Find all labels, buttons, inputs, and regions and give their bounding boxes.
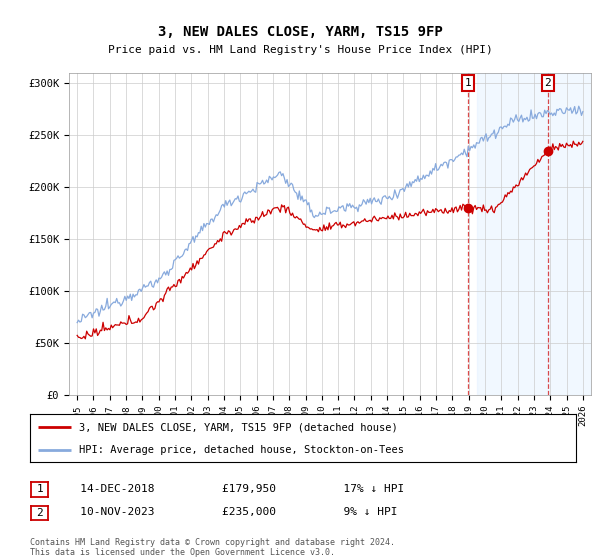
Text: 1: 1 <box>36 484 43 494</box>
Text: Price paid vs. HM Land Registry's House Price Index (HPI): Price paid vs. HM Land Registry's House … <box>107 45 493 55</box>
Text: HPI: Average price, detached house, Stockton-on-Tees: HPI: Average price, detached house, Stoc… <box>79 445 404 455</box>
Bar <box>477 73 591 395</box>
Text: 3, NEW DALES CLOSE, YARM, TS15 9FP: 3, NEW DALES CLOSE, YARM, TS15 9FP <box>158 25 442 39</box>
Text: Contains HM Land Registry data © Crown copyright and database right 2024.
This d: Contains HM Land Registry data © Crown c… <box>30 538 395 557</box>
Text: 1: 1 <box>464 78 472 88</box>
Text: 10-NOV-2023          £235,000          9% ↓ HPI: 10-NOV-2023 £235,000 9% ↓ HPI <box>60 507 398 517</box>
Text: 14-DEC-2018          £179,950          17% ↓ HPI: 14-DEC-2018 £179,950 17% ↓ HPI <box>60 484 404 494</box>
Text: 3, NEW DALES CLOSE, YARM, TS15 9FP (detached house): 3, NEW DALES CLOSE, YARM, TS15 9FP (deta… <box>79 422 398 432</box>
Text: 2: 2 <box>545 78 551 88</box>
Text: 2: 2 <box>36 508 43 518</box>
